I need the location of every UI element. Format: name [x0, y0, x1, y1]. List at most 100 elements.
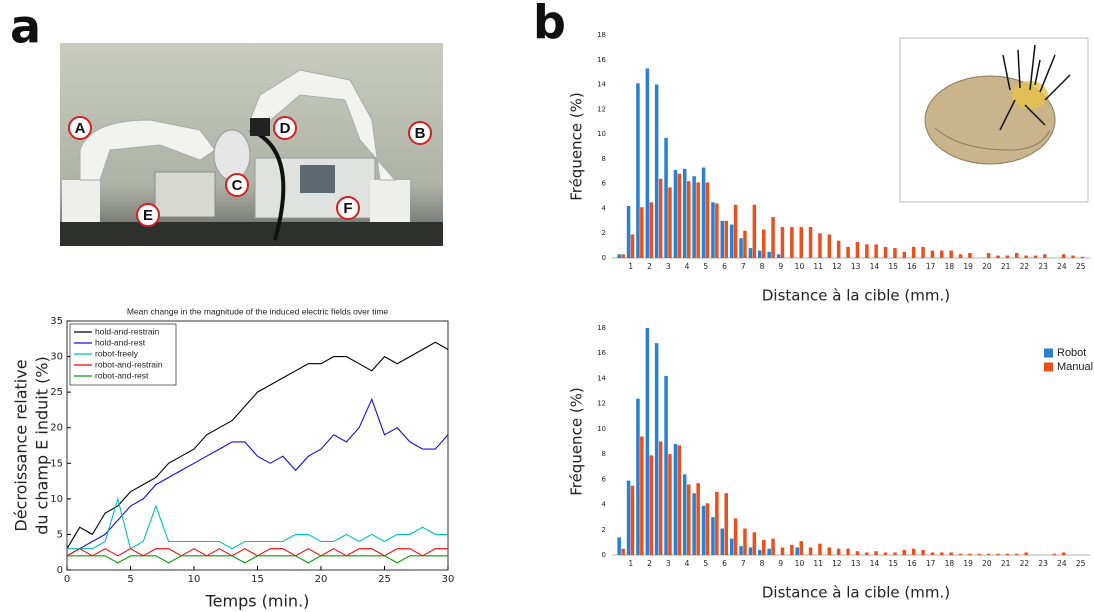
x-tick-label: 0	[64, 574, 70, 585]
photo-marker	[136, 203, 160, 227]
y-tick-label: 5	[57, 529, 63, 540]
bar	[790, 544, 794, 555]
y-tick-label: 8	[602, 155, 606, 163]
bar	[692, 176, 696, 258]
bar	[664, 137, 668, 258]
bar	[673, 170, 678, 258]
x-tick-label: 16	[907, 559, 917, 568]
x-tick-label: 17	[926, 262, 936, 271]
x-axis-label: Distance à la cible (mm.)	[762, 584, 950, 602]
x-tick-label: 19	[963, 559, 973, 568]
legend-label: robot-and-rest	[95, 370, 149, 380]
x-tick-label: 18	[945, 559, 955, 568]
bar	[799, 541, 803, 555]
bar	[780, 227, 785, 258]
bar	[640, 436, 644, 555]
brain-inset	[899, 37, 1089, 203]
bar	[921, 549, 925, 555]
bar	[958, 254, 963, 258]
bar	[949, 250, 953, 258]
x-tick-label: 13	[851, 559, 861, 568]
bar	[855, 551, 860, 555]
x-tick-label: 8	[760, 262, 765, 271]
y-tick-label: 0	[602, 254, 606, 262]
bar	[692, 493, 696, 555]
bar	[1005, 553, 1010, 555]
bar	[949, 552, 953, 555]
bar	[729, 224, 734, 258]
legend-label: robot-freely	[95, 348, 139, 358]
bar	[626, 205, 631, 258]
x-tick-label: 14	[870, 559, 880, 568]
bar	[668, 187, 672, 258]
y-tick-label: 0	[57, 565, 63, 576]
bar	[658, 178, 663, 258]
x-tick-label: 10	[795, 262, 805, 271]
bar	[677, 445, 682, 555]
x-tick-label: 5	[703, 559, 708, 568]
bar	[758, 250, 762, 258]
bar	[677, 173, 682, 258]
bar	[715, 203, 719, 258]
bar	[767, 548, 771, 555]
x-tick-label: 5	[703, 262, 708, 271]
bar	[893, 248, 897, 258]
bar	[762, 539, 766, 555]
bar	[1024, 255, 1028, 258]
bar	[874, 244, 878, 258]
bar	[758, 549, 762, 555]
x-tick-label: 15	[888, 262, 898, 271]
x-tick-label: 10	[188, 574, 201, 585]
bar	[743, 230, 747, 258]
bar	[1061, 254, 1066, 258]
photo-label: A	[75, 120, 86, 137]
bar	[986, 253, 991, 258]
x-axis-label: Distance à la cible (mm.)	[762, 287, 950, 305]
y-tick-label: 14	[597, 81, 606, 89]
x-tick-label: 21	[1001, 559, 1011, 568]
photo-marker	[225, 173, 249, 197]
bar	[654, 343, 659, 555]
x-tick-label: 6	[722, 262, 727, 271]
x-tick-label: 13	[851, 262, 861, 271]
photo-label: D	[280, 120, 291, 137]
bar	[977, 553, 981, 555]
y-tick-label: 2	[602, 229, 606, 237]
bar	[752, 204, 757, 258]
x-tick-label: 4	[685, 559, 690, 568]
x-tick-label: 1	[628, 262, 633, 271]
y-tick-label: 10	[597, 130, 606, 138]
bar	[621, 254, 625, 258]
chart-title: Mean change in the magnitude of the indu…	[127, 306, 389, 316]
x-tick-label: 15	[251, 574, 264, 585]
x-tick-label: 25	[378, 574, 391, 585]
x-tick-label: 22	[1020, 559, 1030, 568]
photo-marker	[68, 116, 92, 140]
x-tick-label: 20	[982, 262, 992, 271]
y-tick-label: 15	[50, 458, 63, 469]
photo-label: F	[343, 200, 352, 217]
bar	[836, 240, 841, 258]
bar	[649, 455, 653, 555]
bar	[658, 441, 663, 555]
y-tick-label: 10	[50, 494, 63, 505]
bar	[968, 553, 972, 555]
legend-swatch	[1044, 348, 1053, 358]
x-tick-label: 1	[628, 559, 633, 568]
photo-marker	[273, 116, 297, 140]
bar	[701, 167, 706, 258]
bar	[940, 250, 944, 258]
x-tick-label: 15	[888, 559, 898, 568]
legend-label: hold-and-rest	[95, 337, 146, 347]
y-tick-label: 12	[597, 400, 606, 408]
x-tick-label: 11	[813, 559, 823, 568]
x-tick-label: 11	[813, 262, 823, 271]
bar	[902, 549, 906, 555]
x-tick-label: 14	[870, 262, 880, 271]
bar	[827, 234, 832, 258]
bar	[1005, 255, 1010, 258]
bar	[696, 483, 700, 555]
bar	[1033, 255, 1038, 258]
bar	[630, 234, 635, 258]
y-tick-label: 25	[50, 387, 63, 398]
